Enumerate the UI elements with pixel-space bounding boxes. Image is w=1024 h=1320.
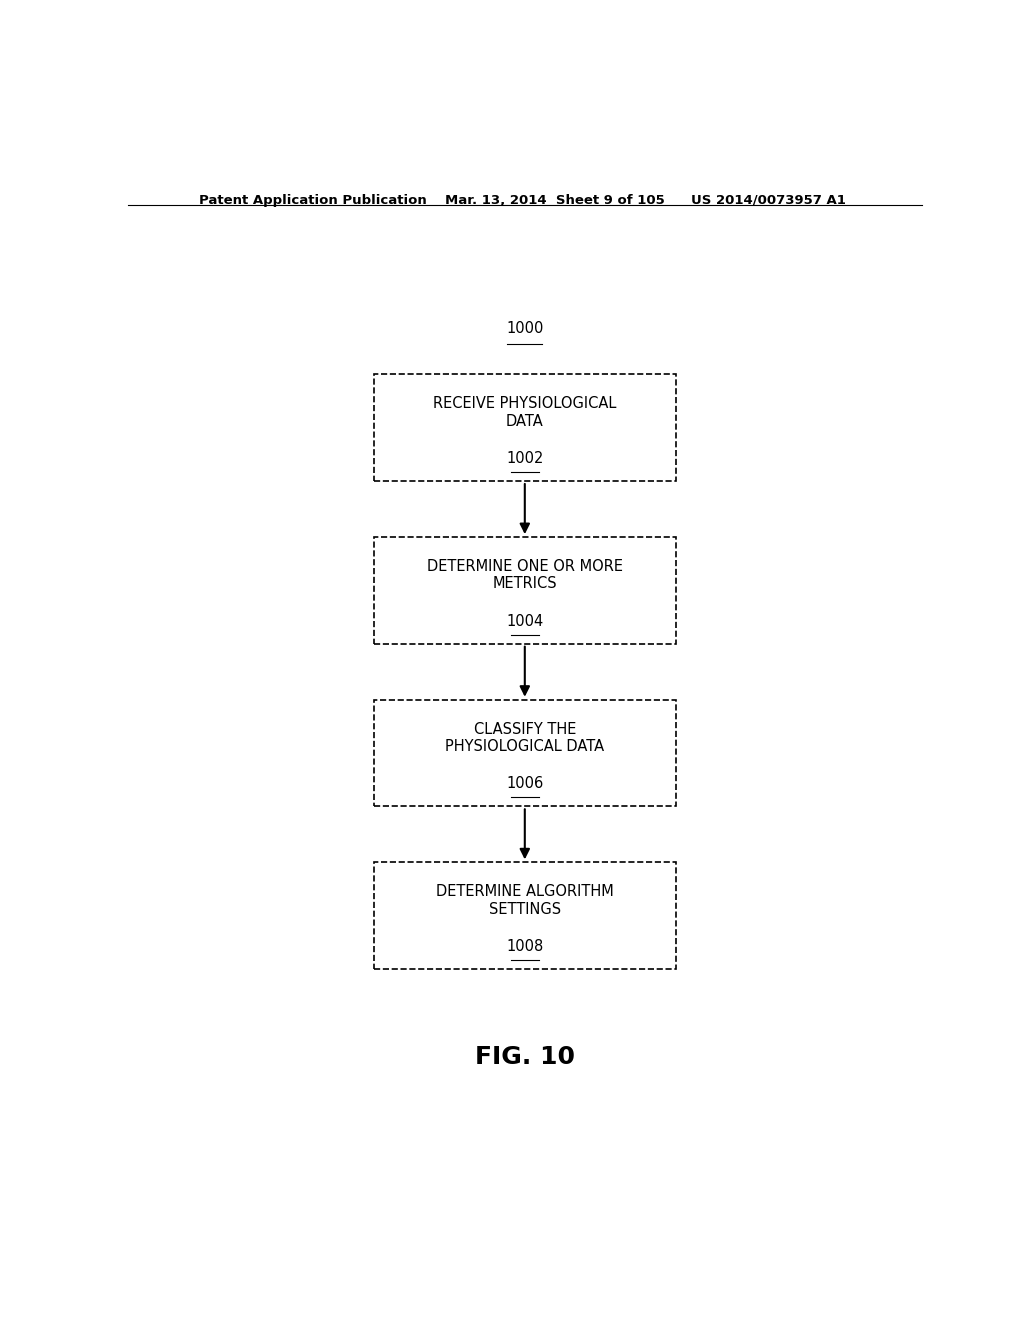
Text: FIG. 10: FIG. 10 [475, 1045, 574, 1069]
Text: 1006: 1006 [506, 776, 544, 792]
Text: DETERMINE ONE OR MORE
METRICS: DETERMINE ONE OR MORE METRICS [427, 558, 623, 591]
FancyBboxPatch shape [374, 375, 676, 480]
FancyBboxPatch shape [374, 700, 676, 807]
Text: 1004: 1004 [506, 614, 544, 628]
Text: Patent Application Publication: Patent Application Publication [200, 194, 427, 207]
Text: RECEIVE PHYSIOLOGICAL
DATA: RECEIVE PHYSIOLOGICAL DATA [433, 396, 616, 429]
Text: US 2014/0073957 A1: US 2014/0073957 A1 [691, 194, 846, 207]
FancyBboxPatch shape [374, 862, 676, 969]
Text: CLASSIFY THE
PHYSIOLOGICAL DATA: CLASSIFY THE PHYSIOLOGICAL DATA [445, 722, 604, 754]
Text: DETERMINE ALGORITHM
SETTINGS: DETERMINE ALGORITHM SETTINGS [436, 884, 613, 916]
Text: 1000: 1000 [506, 321, 544, 335]
Text: 1008: 1008 [506, 939, 544, 954]
Text: Mar. 13, 2014  Sheet 9 of 105: Mar. 13, 2014 Sheet 9 of 105 [445, 194, 666, 207]
FancyBboxPatch shape [374, 537, 676, 644]
Text: 1002: 1002 [506, 451, 544, 466]
